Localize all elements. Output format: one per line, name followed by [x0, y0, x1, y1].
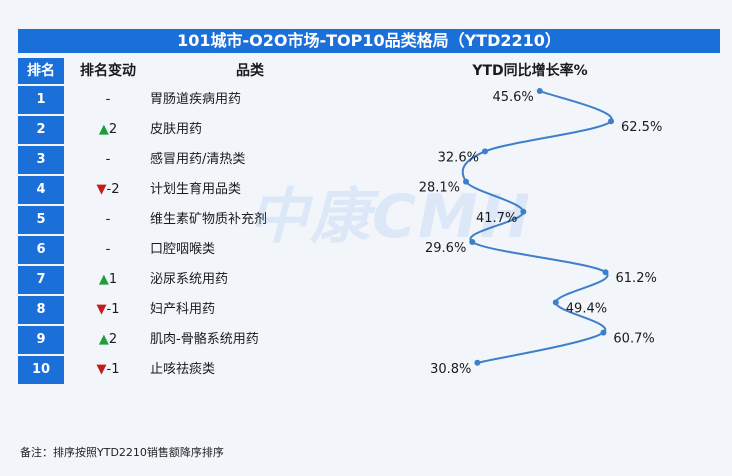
data-label: 49.4% [566, 301, 607, 316]
data-label: 29.6% [425, 241, 466, 256]
data-label: 28.1% [419, 181, 460, 196]
rank-change-value: - [105, 212, 111, 227]
rank-down-icon: ▼ [96, 362, 107, 377]
data-point [602, 269, 609, 276]
rank-cell: 8 [18, 296, 64, 324]
rank-change-value: - [105, 242, 111, 257]
category-label: 止咳祛痰类 [150, 362, 216, 377]
category-header: 品类 [236, 63, 264, 79]
rank-change-value: -2 [106, 182, 120, 197]
rank-change: ▲1 [68, 266, 148, 294]
data-point [608, 118, 614, 125]
data-label: 30.8% [430, 362, 471, 377]
data-label: 60.7% [613, 332, 654, 347]
data-label: 62.5% [621, 120, 662, 135]
rank-up-icon: ▲ [98, 272, 109, 287]
rank-cell: 7 [18, 266, 64, 294]
rank-change: ▲2 [68, 326, 148, 354]
growth-line [461, 90, 613, 364]
rank-change: - [68, 206, 148, 234]
category-label: 口腔咽喉类 [150, 242, 216, 257]
data-point [536, 88, 543, 94]
ytd-header: YTD同比增长率% [472, 63, 588, 79]
rank-change-value: -1 [106, 302, 120, 317]
watermark: 中康CMH [248, 182, 532, 252]
rank-cell: 2 [18, 116, 64, 144]
rank-change: ▼-1 [68, 296, 148, 324]
rank-change-value: -1 [106, 362, 120, 377]
category-label: 胃肠道疾病用药 [150, 92, 242, 107]
rank-change-value: 2 [108, 122, 118, 137]
rank-header: 排名 [18, 58, 64, 84]
category-label: 维生素矿物质补充剂 [150, 212, 268, 227]
data-point [469, 239, 476, 245]
data-label: 32.6% [438, 150, 479, 165]
rank-change-value: 2 [108, 332, 118, 347]
data-point [600, 329, 607, 336]
data-point [474, 359, 481, 366]
rank-cell: 6 [18, 236, 64, 264]
rank-change: - [68, 236, 148, 264]
data-point [481, 148, 488, 155]
data-label: 61.2% [616, 271, 657, 286]
category-label: 泌尿系统用药 [150, 272, 229, 287]
rank-up-icon: ▲ [98, 122, 109, 137]
rank-change: ▲2 [68, 116, 148, 144]
category-label: 皮肤用药 [150, 122, 203, 137]
data-label: 41.7% [476, 211, 517, 226]
rank-change: - [68, 146, 148, 174]
category-label: 妇产科用药 [150, 302, 216, 317]
rank-down-icon: ▼ [96, 182, 107, 197]
data-point [463, 178, 469, 185]
rank-cell: 1 [18, 86, 64, 114]
data-point [520, 208, 527, 215]
rank-cell: 10 [18, 356, 64, 384]
rank-cell: 4 [18, 176, 64, 204]
rank-column: 1 2 3 4 5 6 7 8 9 10 [18, 86, 64, 384]
rank-down-icon: ▼ [96, 302, 107, 317]
rank-change: ▼-1 [68, 356, 148, 384]
rank-up-icon: ▲ [98, 332, 109, 347]
rank-change-value: 1 [108, 272, 118, 287]
rank-cell: 9 [18, 326, 64, 354]
data-label: 45.6% [492, 90, 533, 105]
footnote: 备注：排序按照YTD2210销售额降序排序 [20, 446, 224, 459]
category-label: 计划生育用品类 [150, 182, 242, 197]
data-point [552, 299, 559, 306]
rank-change-value: - [105, 152, 111, 167]
rank-cell: 3 [18, 146, 64, 174]
category-label: 肌肉-骨骼系统用药 [150, 332, 259, 347]
category-label: 感冒用药/清热类 [150, 152, 246, 167]
chart-title: 101城市-O2O市场-TOP10品类格局（YTD2210） [18, 29, 720, 53]
change-header: 排名变动 [80, 63, 136, 79]
rank-cell: 5 [18, 206, 64, 234]
rank-change: - [68, 86, 148, 114]
rank-change-value: - [105, 92, 111, 107]
rank-change: ▼-2 [68, 176, 148, 204]
